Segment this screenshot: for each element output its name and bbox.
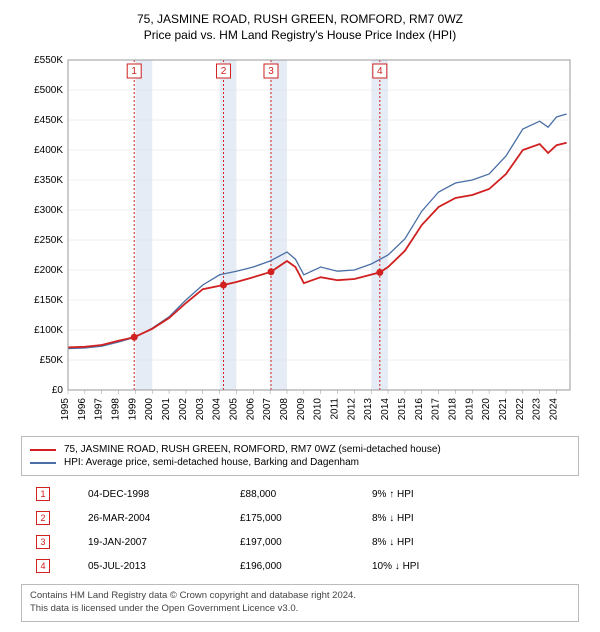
svg-text:£250K: £250K	[34, 235, 63, 246]
svg-text:£50K: £50K	[40, 355, 64, 366]
svg-text:2023: 2023	[532, 398, 543, 421]
svg-text:£300K: £300K	[34, 205, 63, 216]
svg-text:£550K: £550K	[34, 55, 63, 66]
footer-line-2: This data is licensed under the Open Gov…	[30, 603, 570, 616]
svg-text:2011: 2011	[330, 398, 341, 420]
svg-text:1998: 1998	[111, 398, 122, 421]
transaction-marker: 1	[36, 487, 50, 501]
table-row: 1 04-DEC-1998£88,0009% ↑ HPI	[30, 482, 570, 506]
svg-text:2024: 2024	[549, 398, 560, 421]
svg-text:£150K: £150K	[34, 295, 63, 306]
svg-text:2001: 2001	[161, 398, 172, 421]
svg-text:£0: £0	[52, 385, 64, 396]
transaction-hpi-diff: 8% ↓ HPI	[366, 506, 570, 530]
svg-text:2020: 2020	[481, 398, 492, 421]
transaction-date: 05-JUL-2013	[82, 554, 234, 578]
transaction-date: 04-DEC-1998	[82, 482, 234, 506]
transaction-marker: 3	[36, 535, 50, 549]
svg-text:2016: 2016	[414, 398, 425, 421]
svg-text:2012: 2012	[346, 398, 357, 421]
legend-swatch-red	[30, 449, 56, 451]
transactions-table: 1 04-DEC-1998£88,0009% ↑ HPI 2 26-MAR-2004£…	[30, 482, 570, 578]
svg-text:2014: 2014	[380, 398, 391, 421]
svg-text:£500K: £500K	[34, 85, 63, 96]
legend-label-red: 75, JASMINE ROAD, RUSH GREEN, ROMFORD, R…	[64, 444, 441, 455]
svg-text:2000: 2000	[144, 398, 155, 421]
transaction-date: 26-MAR-2004	[82, 506, 234, 530]
price-chart: £0 £50K £100K £150K £200K £250K £300K £350K £400…	[20, 50, 580, 430]
svg-text:2003: 2003	[195, 398, 206, 421]
svg-text:1: 1	[131, 66, 137, 77]
svg-text:2010: 2010	[313, 398, 324, 421]
svg-text:2019: 2019	[464, 398, 475, 421]
svg-text:2002: 2002	[178, 398, 189, 421]
svg-text:4: 4	[377, 66, 383, 77]
footer-note: Contains HM Land Registry data © Crown c…	[21, 584, 579, 622]
svg-text:2007: 2007	[262, 398, 273, 421]
svg-text:2013: 2013	[363, 398, 374, 421]
svg-text:2004: 2004	[212, 398, 223, 421]
transaction-marker: 2	[36, 511, 50, 525]
transaction-price: £197,000	[234, 530, 366, 554]
svg-text:1999: 1999	[127, 398, 138, 421]
legend-label-blue: HPI: Average price, semi-detached house,…	[64, 457, 359, 468]
svg-text:1997: 1997	[94, 398, 105, 421]
transaction-hpi-diff: 8% ↓ HPI	[366, 530, 570, 554]
svg-text:2: 2	[221, 66, 227, 77]
table-row: 3 19-JAN-2007£197,0008% ↓ HPI	[30, 530, 570, 554]
svg-text:2018: 2018	[447, 398, 458, 421]
transaction-hpi-diff: 9% ↑ HPI	[366, 482, 570, 506]
svg-text:2015: 2015	[397, 398, 408, 421]
transaction-marker: 4	[36, 559, 50, 573]
transaction-price: £88,000	[234, 482, 366, 506]
svg-text:2022: 2022	[515, 398, 526, 421]
svg-text:2021: 2021	[498, 398, 509, 421]
svg-text:£400K: £400K	[34, 145, 63, 156]
table-row: 4 05-JUL-2013£196,00010% ↓ HPI	[30, 554, 570, 578]
chart-title: 75, JASMINE ROAD, RUSH GREEN, ROMFORD, R…	[10, 12, 590, 26]
svg-text:£350K: £350K	[34, 175, 63, 186]
transaction-date: 19-JAN-2007	[82, 530, 234, 554]
legend: 75, JASMINE ROAD, RUSH GREEN, ROMFORD, R…	[21, 436, 579, 476]
transaction-price: £175,000	[234, 506, 366, 530]
transaction-hpi-diff: 10% ↓ HPI	[366, 554, 570, 578]
legend-swatch-blue	[30, 462, 56, 464]
svg-text:1995: 1995	[60, 398, 71, 421]
footer-line-1: Contains HM Land Registry data © Crown c…	[30, 590, 570, 603]
chart-subtitle: Price paid vs. HM Land Registry's House …	[10, 28, 590, 42]
svg-text:£100K: £100K	[34, 325, 63, 336]
table-row: 2 26-MAR-2004£175,0008% ↓ HPI	[30, 506, 570, 530]
svg-text:3: 3	[268, 66, 274, 77]
svg-text:£450K: £450K	[34, 115, 63, 126]
svg-text:2006: 2006	[245, 398, 256, 421]
svg-text:£200K: £200K	[34, 265, 63, 276]
svg-text:2005: 2005	[228, 398, 239, 421]
svg-text:1996: 1996	[77, 398, 88, 421]
svg-text:2009: 2009	[296, 398, 307, 421]
transaction-price: £196,000	[234, 554, 366, 578]
svg-text:2008: 2008	[279, 398, 290, 421]
svg-text:2017: 2017	[431, 398, 442, 421]
